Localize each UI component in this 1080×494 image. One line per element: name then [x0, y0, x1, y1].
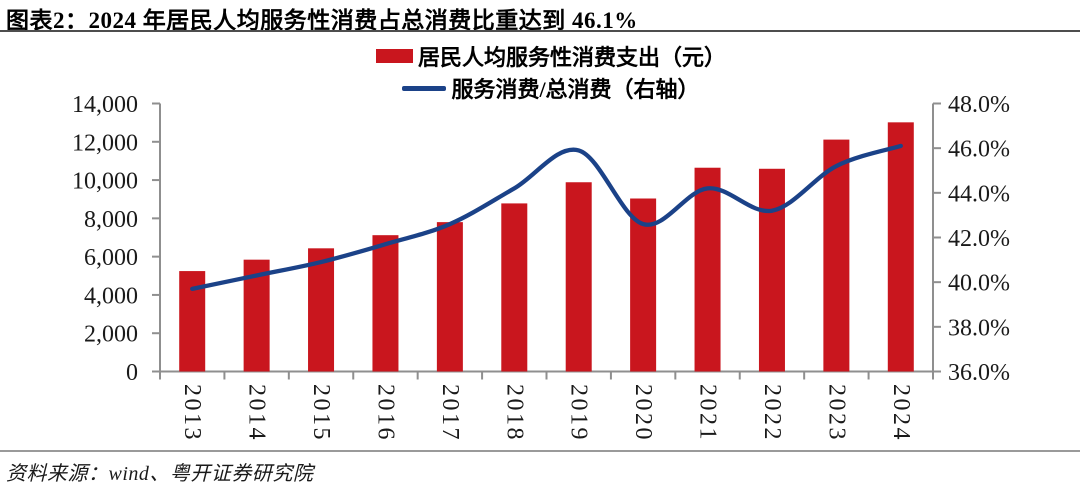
bar: [823, 139, 850, 372]
y-axis-left-label: 14,000: [72, 92, 138, 118]
footer-divider: [0, 450, 1080, 452]
y-axis-right-label: 42.0%: [948, 226, 1010, 252]
trend-line: [190, 143, 903, 292]
legend-item-line-series: 服务消费/总消费（右轴）: [402, 73, 700, 103]
x-axis-label: 2014: [244, 384, 270, 442]
x-axis-label: 2018: [501, 384, 527, 442]
legend-label: 居民人均服务性消费支出（元）: [417, 45, 726, 70]
y-axis-left-label: 0: [126, 360, 138, 386]
y-axis-right-label: 40.0%: [948, 271, 1010, 297]
bar: [501, 203, 528, 372]
line-series-swatch: [402, 85, 447, 91]
bar: [758, 168, 785, 372]
bar: [694, 167, 721, 372]
x-axis-label: 2016: [372, 384, 398, 442]
x-axis-label: 2019: [566, 384, 592, 442]
y-axis-right-label: 46.0%: [948, 137, 1010, 163]
x-axis-label: 2017: [437, 384, 463, 442]
x-axis-label: 2023: [823, 384, 849, 442]
x-axis-label: 2013: [179, 384, 205, 442]
y-axis-right-label: 36.0%: [948, 360, 1010, 386]
y-axis-right-label: 38.0%: [948, 315, 1010, 341]
chart-legend: 居民人均服务性消费支出（元） 服务消费/总消费（右轴）: [11, 41, 1080, 103]
y-axis-left-label: 8,000: [84, 207, 138, 233]
legend-item-bar-series: 居民人均服务性消费支出（元）: [375, 41, 726, 71]
y-axis-right-label: 44.0%: [948, 181, 1010, 207]
y-axis-right-label: 48.0%: [948, 92, 1010, 118]
y-axis-left-label: 6,000: [84, 245, 138, 271]
y-axis-left-label: 2,000: [84, 322, 138, 348]
bar: [565, 182, 592, 372]
bar: [436, 222, 463, 372]
x-axis-label: 2015: [308, 384, 334, 442]
y-axis-left-label: 10,000: [72, 169, 138, 195]
bar: [887, 122, 914, 372]
x-axis-label: 2020: [630, 384, 656, 442]
bar: [630, 198, 657, 372]
bar: [372, 235, 399, 372]
x-axis-label: 2021: [695, 384, 721, 442]
bar: [308, 248, 335, 372]
x-axis-label: 2024: [888, 384, 914, 442]
source-note: 资料来源：wind、粤开证券研究院: [6, 463, 314, 485]
legend-label: 服务消费/总消费（右轴）: [451, 77, 700, 102]
chart-title: 图表2：2024 年居民人均服务性消费占总消费比重达到 46.1%: [6, 8, 638, 33]
y-axis-left-label: 4,000: [84, 283, 138, 309]
bar-series-swatch: [375, 49, 413, 63]
x-axis-label: 2022: [759, 384, 785, 442]
title-divider: [0, 30, 1080, 32]
y-axis-left-label: 12,000: [72, 130, 138, 156]
